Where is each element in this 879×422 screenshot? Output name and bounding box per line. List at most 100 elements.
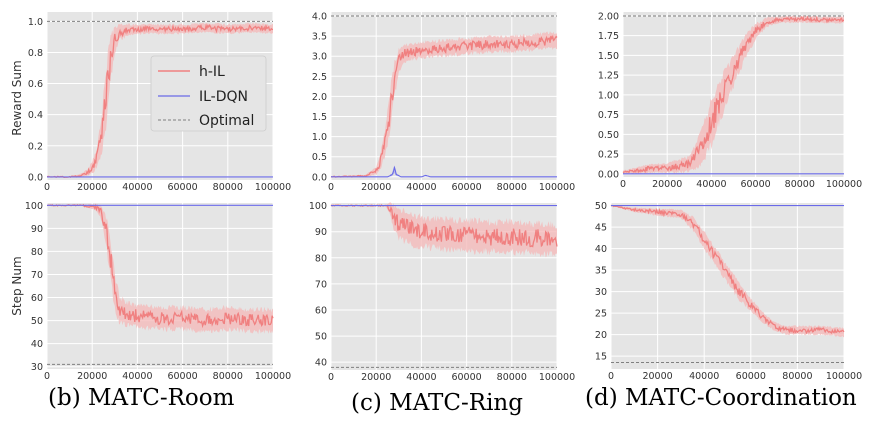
ring-reward-x-tick-label: 20000: [361, 182, 391, 193]
panel-ring-reward: 0 20000 40000 60000 80000 100000 0.0 0.5 1.0 1.5 2…: [312, 12, 575, 193]
ring-steps-y-tick-label: 100: [309, 201, 327, 212]
room-reward-y-tick-label: 0.0: [28, 172, 43, 183]
ring-steps-y-tick-label: 50: [315, 332, 327, 343]
room-steps-h-il-band: [47, 203, 273, 335]
coordination-reward-x-tick-label: 20000: [652, 179, 682, 190]
room-reward-y-tick-label: 1.0: [28, 17, 43, 28]
coordination-reward-x-tick-label: 100000: [826, 179, 862, 190]
coordination-reward-y-tick-label: 2.00: [598, 11, 619, 22]
room-steps-y-tick-label: 70: [31, 270, 43, 281]
coordination-steps-y-tick-label: 40: [595, 244, 607, 255]
coordination-steps-y-tick-label: 25: [595, 309, 607, 320]
ring-reward-y-tick-label: 4.0: [312, 12, 327, 23]
room-steps-y-tick-label: 100: [25, 201, 43, 212]
row-label-reward-sum: Reward Sum: [10, 60, 24, 135]
room-reward-h-il-line: [47, 23, 274, 179]
ring-reward-il-dqn-line: [331, 165, 557, 178]
coordination-reward-y-tick-label: 0.75: [598, 110, 619, 121]
room-reward-x-tick-label: 60000: [167, 182, 197, 193]
room-reward-y-tick-label: 0.6: [28, 79, 43, 90]
coordination-reward-y-tick-label: 1.25: [598, 71, 619, 82]
row-label-step-num: Step Num: [10, 256, 24, 315]
coordination-steps-x-tick-label: 40000: [689, 371, 719, 382]
room-steps-y-tick-label: 40: [31, 339, 43, 350]
coordination-reward-x-tick-label: 40000: [696, 179, 726, 190]
coordination-steps-y-tick-label: 35: [595, 266, 607, 277]
room-steps-x-tick-label: 0: [44, 371, 50, 382]
ring-steps-x-tick-label: 60000: [451, 372, 481, 383]
coordination-steps-y-tick-label: 30: [595, 287, 607, 298]
ring-steps-y-tick-label: 90: [315, 227, 327, 238]
ring-steps-x-tick-label: 20000: [361, 372, 391, 383]
coordination-steps-y-tick-label: 50: [595, 201, 607, 212]
coordination-reward-y-tick-label: 0.00: [598, 169, 619, 180]
room-steps-y-tick-label: 80: [31, 247, 43, 258]
room-reward-x-tick-label: 20000: [77, 182, 107, 193]
panel-coordination-steps: 0 20000 40000 60000 80000 100000 15 20 25 30 35 40 4…: [595, 201, 862, 382]
legend-label-il-dqn: IL-DQN: [199, 89, 248, 105]
legend-label-h-il: h-IL: [199, 64, 225, 80]
coordination-reward-x-tick-label: 60000: [740, 179, 770, 190]
ring-steps-y-tick-label: 40: [315, 358, 327, 369]
caption-matc-coordination: (d) MATC-Coordination: [585, 385, 857, 411]
room-steps-y-tick-label: 90: [31, 224, 43, 235]
ring-reward-h-il-line: [330, 34, 558, 178]
panel-ring-steps: 0 20000 40000 60000 80000 100000 40 50 60 70 80 90 1…: [309, 201, 575, 383]
ring-reward-y-tick-label: 2.5: [312, 72, 327, 83]
caption-matc-room: (b) MATC-Room: [48, 385, 235, 411]
room-steps-x-tick-label: 60000: [167, 371, 197, 382]
room-reward-x-tick-label: 40000: [122, 182, 152, 193]
caption-matc-ring: (c) MATC-Ring: [351, 390, 523, 416]
coordination-steps-y-tick-label: 20: [595, 330, 607, 341]
ring-reward-y-tick-label: 2.0: [312, 92, 327, 103]
ring-steps-y-tick-label: 70: [315, 279, 327, 290]
ring-steps-y-tick-label: 80: [315, 253, 327, 264]
ring-reward-x-tick-label: 60000: [451, 182, 481, 193]
legend-box: [150, 55, 267, 132]
ring-steps-x-tick-label: 0: [328, 372, 334, 383]
ring-steps-x-tick-label: 80000: [497, 372, 527, 383]
coordination-reward-y-tick-label: 0.50: [598, 130, 619, 141]
room-steps-x-tick-label: 80000: [213, 371, 243, 382]
ring-reward-x-tick-label: 80000: [497, 182, 527, 193]
ring-reward-x-tick-label: 0: [328, 182, 334, 193]
ring-steps-x-tick-label: 100000: [539, 372, 575, 383]
ring-steps-h-il-band: [331, 202, 557, 258]
room-steps-x-tick-label: 20000: [77, 371, 107, 382]
legend-label-optimal: Optimal: [199, 113, 254, 129]
room-steps-plot-background: [47, 203, 273, 369]
room-steps-y-tick-label: 60: [31, 293, 43, 304]
coordination-reward-y-tick-label: 1.00: [598, 90, 619, 101]
ring-reward-y-tick-label: 1.0: [312, 132, 327, 143]
ring-reward-y-tick-label: 0.0: [312, 172, 327, 183]
ring-steps-x-tick-label: 40000: [406, 372, 436, 383]
room-reward-x-tick-label: 100000: [255, 182, 291, 193]
room-reward-x-tick-label: 0: [44, 182, 50, 193]
coordination-reward-x-tick-label: 80000: [785, 179, 815, 190]
coordination-reward-h-il-line: [622, 15, 844, 174]
ring-reward-x-tick-label: 100000: [539, 182, 575, 193]
room-steps-x-tick-label: 100000: [255, 371, 291, 382]
room-reward-x-tick-label: 80000: [213, 182, 243, 193]
ring-reward-y-tick-label: 1.5: [312, 112, 327, 123]
room-steps-y-tick-label: 30: [31, 362, 43, 373]
coordination-steps-y-tick-label: 45: [595, 223, 607, 234]
ring-reward-y-tick-label: 0.5: [312, 152, 327, 163]
room-reward-y-tick-label: 0.4: [28, 110, 43, 121]
coordination-steps-plot-background: [611, 203, 844, 369]
coordination-reward-x-tick-label: 0: [620, 179, 626, 190]
ring-steps-y-tick-label: 60: [315, 305, 327, 316]
ring-reward-y-tick-label: 3.0: [312, 52, 327, 63]
coordination-steps-y-tick-label: 15: [595, 352, 607, 363]
coordination-steps-x-tick-label: 80000: [782, 371, 812, 382]
room-reward-y-tick-label: 0.2: [28, 141, 43, 152]
room-reward-y-tick-label: 0.8: [28, 48, 43, 59]
room-steps-h-il-line: [46, 203, 274, 329]
ring-reward-y-tick-label: 3.5: [312, 32, 327, 43]
coordination-steps-x-tick-label: 60000: [736, 371, 766, 382]
coordination-steps-x-tick-label: 100000: [826, 371, 862, 382]
room-steps-y-tick-label: 50: [31, 316, 43, 327]
room-steps-x-tick-label: 40000: [122, 371, 152, 382]
coordination-reward-y-tick-label: 0.25: [598, 150, 619, 161]
